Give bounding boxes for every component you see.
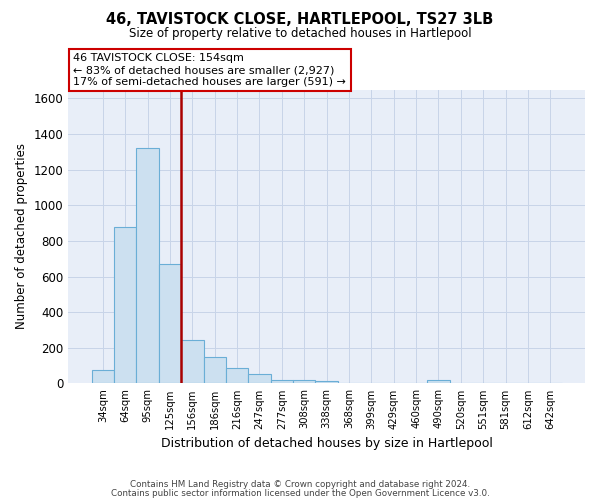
Bar: [226, 368, 248, 384]
Bar: [293, 380, 316, 384]
Bar: [248, 374, 271, 384]
Text: Contains HM Land Registry data © Crown copyright and database right 2024.: Contains HM Land Registry data © Crown c…: [130, 480, 470, 489]
Text: 46 TAVISTOCK CLOSE: 154sqm
← 83% of detached houses are smaller (2,927)
17% of s: 46 TAVISTOCK CLOSE: 154sqm ← 83% of deta…: [73, 54, 346, 86]
Text: Size of property relative to detached houses in Hartlepool: Size of property relative to detached ho…: [128, 28, 472, 40]
Bar: [136, 148, 159, 384]
Y-axis label: Number of detached properties: Number of detached properties: [15, 144, 28, 330]
X-axis label: Distribution of detached houses by size in Hartlepool: Distribution of detached houses by size …: [161, 437, 493, 450]
Bar: [203, 357, 226, 384]
Bar: [92, 370, 114, 384]
Bar: [427, 380, 449, 384]
Bar: [181, 340, 203, 384]
Bar: [316, 381, 338, 384]
Bar: [271, 380, 293, 384]
Bar: [114, 226, 136, 384]
Text: Contains public sector information licensed under the Open Government Licence v3: Contains public sector information licen…: [110, 490, 490, 498]
Bar: [159, 264, 181, 384]
Text: 46, TAVISTOCK CLOSE, HARTLEPOOL, TS27 3LB: 46, TAVISTOCK CLOSE, HARTLEPOOL, TS27 3L…: [106, 12, 494, 28]
